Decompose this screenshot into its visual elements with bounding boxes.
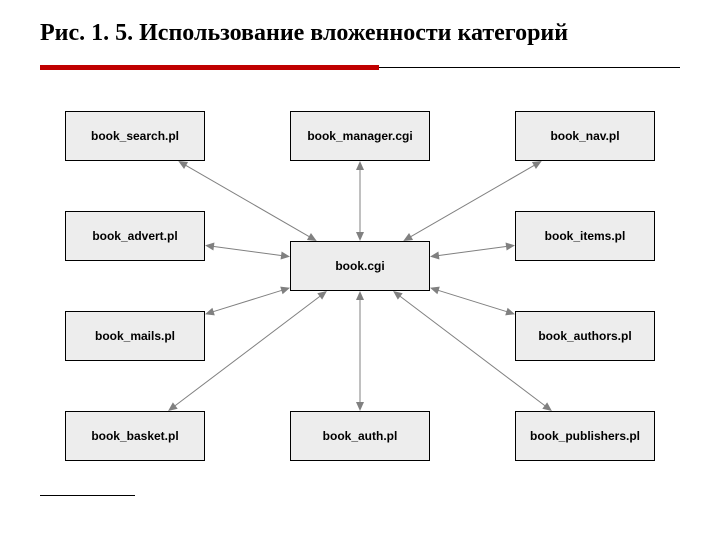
node-basket: book_basket.pl: [65, 411, 205, 461]
slide: Рис. 1. 5. Использование вложенности кат…: [0, 0, 720, 540]
node-search: book_search.pl: [65, 111, 205, 161]
node-manager: book_manager.cgi: [290, 111, 430, 161]
node-nav: book_nav.pl: [515, 111, 655, 161]
node-mails: book_mails.pl: [65, 311, 205, 361]
title-prefix: Рис. 1. 5.: [40, 20, 139, 46]
node-advert: book_advert.pl: [65, 211, 205, 261]
node-authors: book_authors.pl: [515, 311, 655, 361]
node-auth: book_auth.pl: [290, 411, 430, 461]
title-rule-thick: [40, 65, 379, 70]
title-rest: Использование вложенности категорий: [139, 20, 568, 46]
node-publishers: book_publishers.pl: [515, 411, 655, 461]
node-book: book.cgi: [290, 241, 430, 291]
title-rule: [40, 65, 680, 71]
footer-rule: [40, 495, 135, 496]
page-title: Рис. 1. 5. Использование вложенности кат…: [40, 20, 680, 47]
diagram: book_search.pl book_manager.cgi book_nav.p…: [50, 96, 670, 466]
node-items: book_items.pl: [515, 211, 655, 261]
